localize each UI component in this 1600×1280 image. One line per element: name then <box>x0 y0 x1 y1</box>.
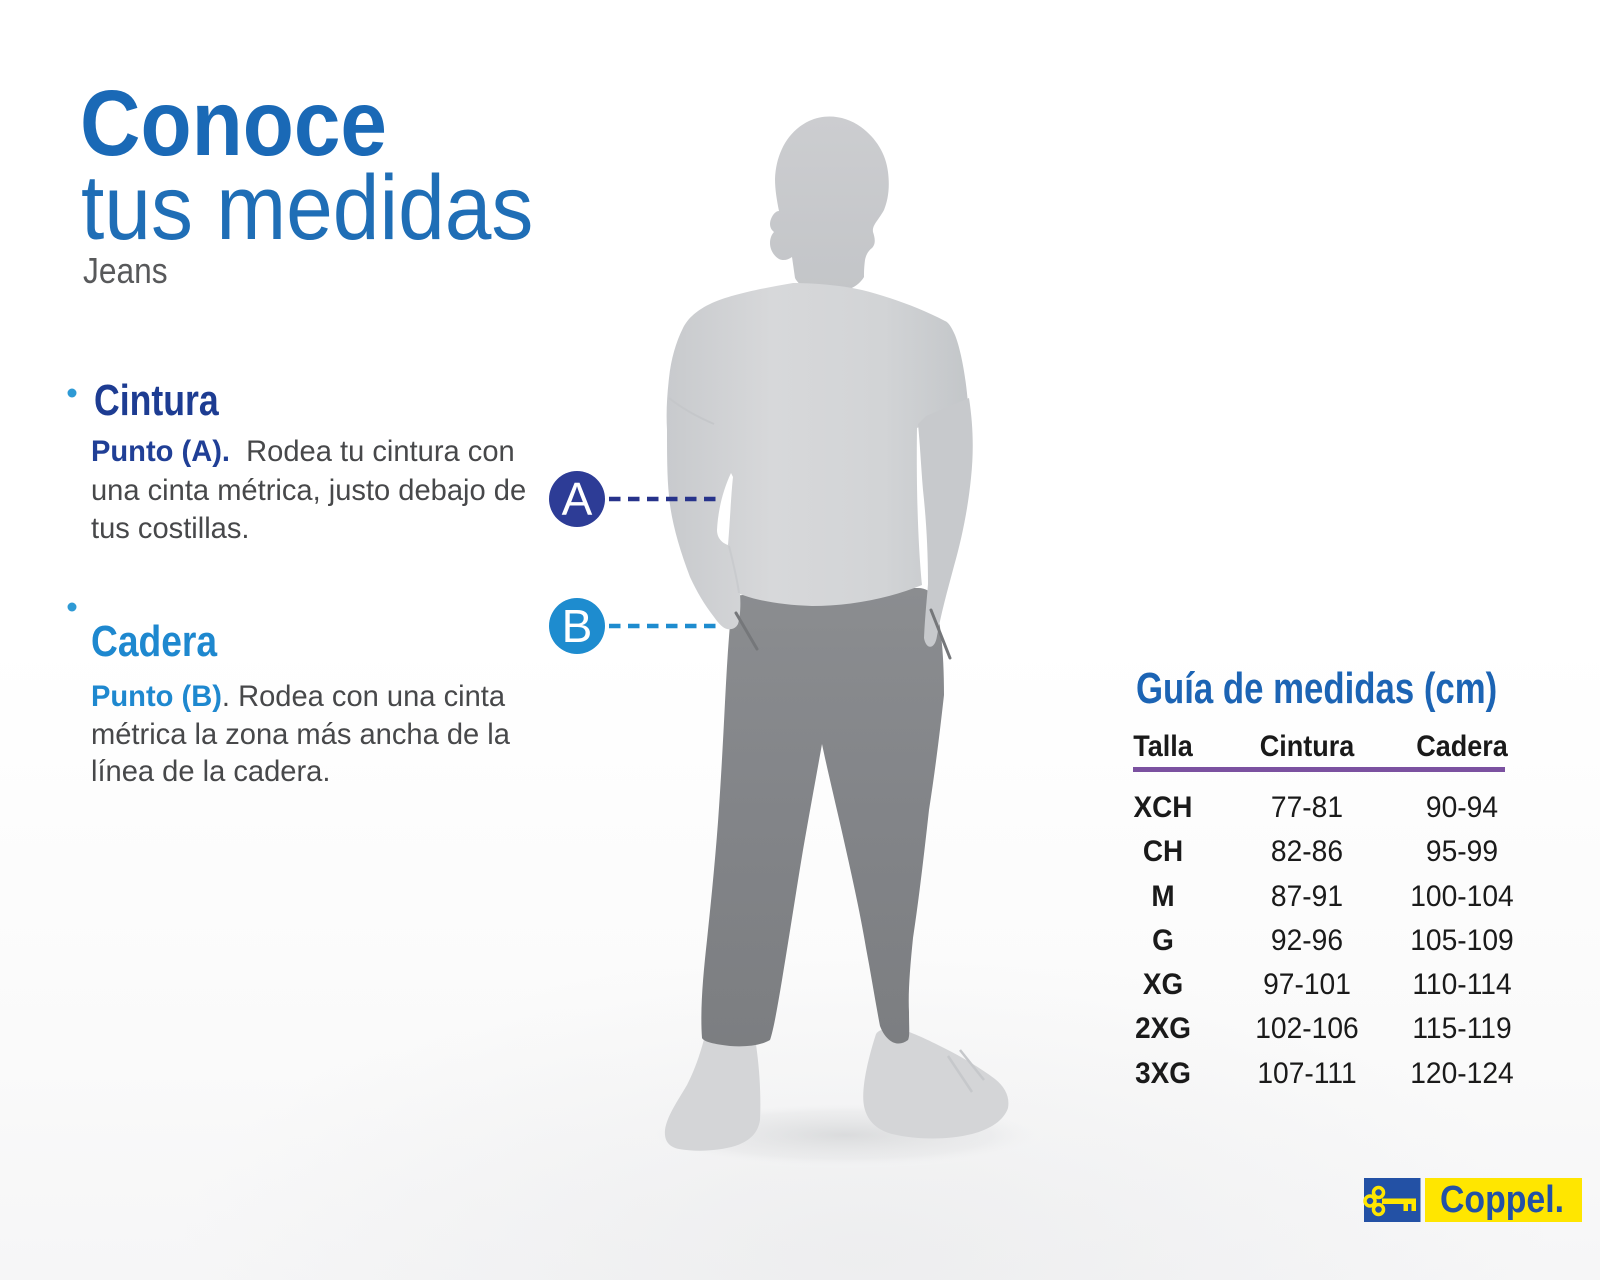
svg-text:B: B <box>562 600 593 652</box>
svg-text:A: A <box>562 473 593 525</box>
